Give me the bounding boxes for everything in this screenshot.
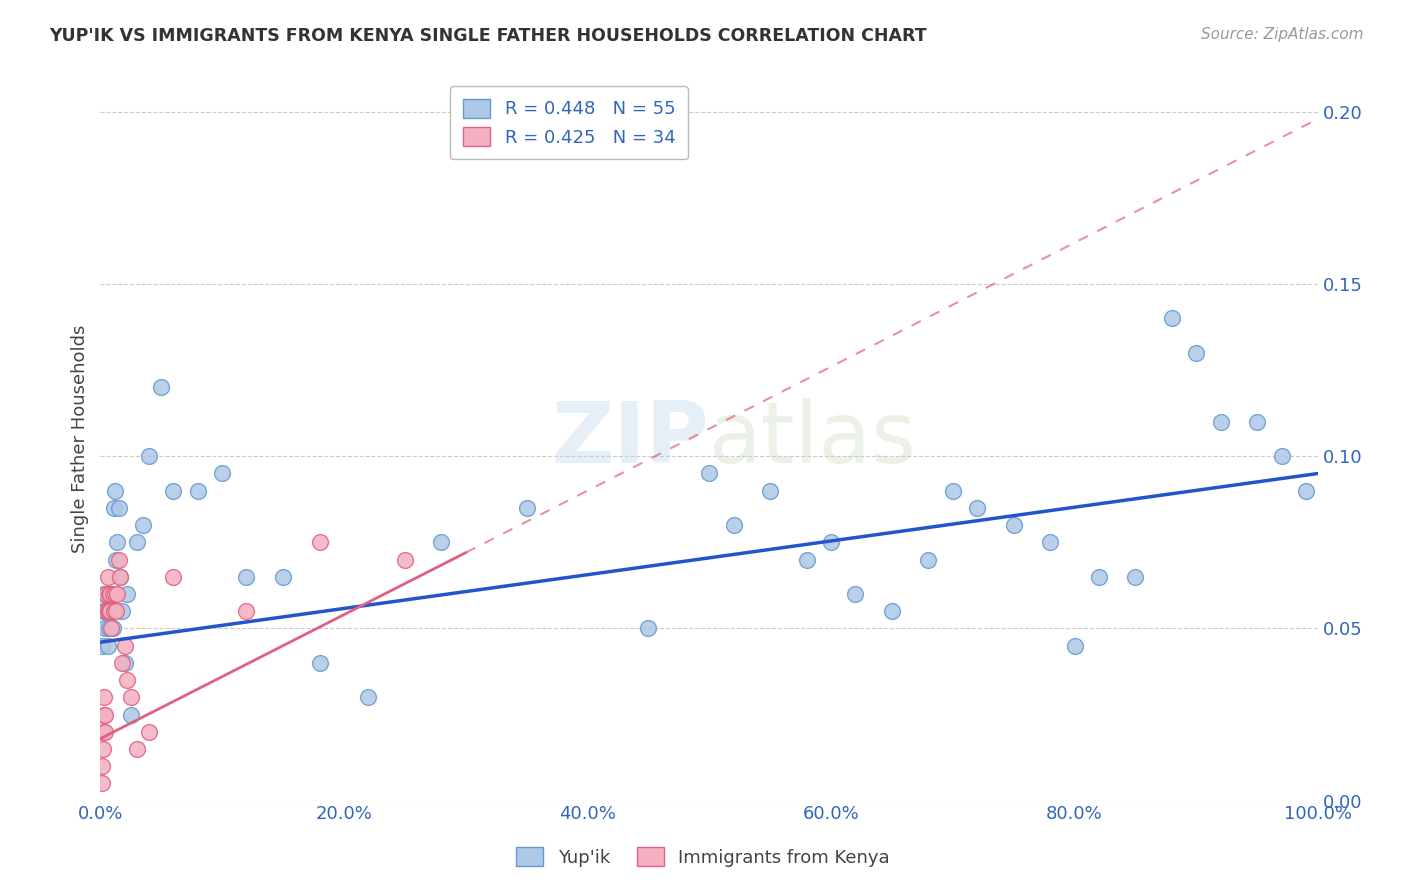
- Point: [96, 604, 118, 618]
- Point: [308, 535, 330, 549]
- Point: [723, 518, 745, 533]
- Point: [1039, 535, 1062, 549]
- Point: [1063, 639, 1085, 653]
- Text: Source: ZipAtlas.com: Source: ZipAtlas.com: [1201, 27, 1364, 42]
- Point: [125, 535, 148, 549]
- Point: [103, 500, 125, 515]
- Point: [100, 604, 122, 618]
- Point: [97, 604, 120, 618]
- Legend: R = 0.448   N = 55, R = 0.425   N = 34: R = 0.448 N = 55, R = 0.425 N = 34: [450, 87, 688, 160]
- Point: [394, 552, 416, 566]
- Point: [94, 622, 117, 636]
- Point: [107, 552, 129, 566]
- Point: [98, 587, 121, 601]
- Point: [100, 622, 122, 636]
- Point: [357, 690, 380, 705]
- Point: [271, 570, 294, 584]
- Point: [138, 724, 160, 739]
- Point: [796, 552, 818, 566]
- Point: [697, 467, 720, 481]
- Point: [107, 500, 129, 515]
- Point: [93, 707, 115, 722]
- Point: [132, 518, 155, 533]
- Point: [235, 604, 257, 618]
- Point: [93, 587, 115, 601]
- Legend: Yup'ik, Immigrants from Kenya: Yup'ik, Immigrants from Kenya: [509, 840, 897, 874]
- Point: [114, 639, 136, 653]
- Point: [97, 604, 120, 618]
- Point: [1209, 415, 1232, 429]
- Point: [430, 535, 453, 549]
- Point: [111, 604, 134, 618]
- Point: [91, 604, 114, 618]
- Point: [90, 759, 112, 773]
- Point: [91, 724, 114, 739]
- Point: [103, 604, 125, 618]
- Point: [111, 656, 134, 670]
- Point: [120, 690, 142, 705]
- Point: [97, 622, 120, 636]
- Point: [97, 570, 120, 584]
- Point: [105, 552, 128, 566]
- Point: [759, 483, 782, 498]
- Point: [966, 500, 988, 515]
- Point: [101, 622, 124, 636]
- Point: [942, 483, 965, 498]
- Point: [94, 707, 117, 722]
- Point: [108, 570, 131, 584]
- Point: [101, 587, 124, 601]
- Point: [880, 604, 903, 618]
- Point: [1002, 518, 1025, 533]
- Point: [98, 604, 121, 618]
- Text: atlas: atlas: [709, 398, 917, 481]
- Point: [115, 673, 138, 687]
- Point: [120, 707, 142, 722]
- Point: [105, 604, 128, 618]
- Point: [138, 449, 160, 463]
- Point: [162, 483, 184, 498]
- Point: [90, 776, 112, 790]
- Point: [1246, 415, 1268, 429]
- Point: [150, 380, 173, 394]
- Point: [1088, 570, 1111, 584]
- Point: [637, 622, 659, 636]
- Point: [235, 570, 257, 584]
- Point: [1185, 346, 1208, 360]
- Point: [98, 587, 121, 601]
- Point: [1295, 483, 1317, 498]
- Point: [516, 500, 538, 515]
- Point: [97, 587, 120, 601]
- Point: [90, 639, 112, 653]
- Point: [91, 742, 114, 756]
- Point: [125, 742, 148, 756]
- Point: [96, 587, 118, 601]
- Point: [187, 483, 209, 498]
- Point: [917, 552, 939, 566]
- Point: [104, 483, 127, 498]
- Point: [94, 724, 117, 739]
- Point: [105, 587, 128, 601]
- Point: [108, 570, 131, 584]
- Text: YUP'IK VS IMMIGRANTS FROM KENYA SINGLE FATHER HOUSEHOLDS CORRELATION CHART: YUP'IK VS IMMIGRANTS FROM KENYA SINGLE F…: [49, 27, 927, 45]
- Point: [844, 587, 866, 601]
- Text: ZIP: ZIP: [551, 398, 709, 481]
- Point: [1161, 311, 1184, 326]
- Point: [104, 587, 127, 601]
- Point: [1125, 570, 1147, 584]
- Point: [115, 587, 138, 601]
- Point: [820, 535, 842, 549]
- Point: [93, 690, 115, 705]
- Point: [162, 570, 184, 584]
- Point: [308, 656, 330, 670]
- Point: [96, 604, 118, 618]
- Point: [1271, 449, 1294, 463]
- Point: [114, 656, 136, 670]
- Point: [211, 467, 233, 481]
- Point: [97, 639, 120, 653]
- Point: [105, 535, 128, 549]
- Y-axis label: Single Father Households: Single Father Households: [72, 325, 89, 553]
